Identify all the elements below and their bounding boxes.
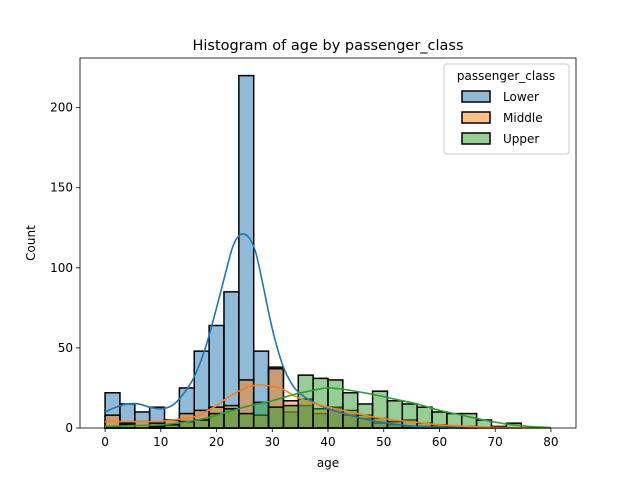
x-tick-label-30: 30 [265,435,280,449]
kde-line-lower [104,233,551,429]
y-tick-label-0: 0 [65,421,73,435]
x-tick-label-70: 70 [488,435,503,449]
bar-upper-bin-12 [282,404,300,429]
chart-title: Histogram of age by passenger_class [192,38,463,54]
legend-label-upper: Upper [503,132,539,146]
y-tick-label-50: 50 [58,341,73,355]
legend: passenger_class Lower Middle Upper [443,63,570,155]
bar-lower-bin-9 [238,74,255,429]
legend-swatch-lower [461,90,491,103]
y-tick-label-150: 150 [50,181,73,195]
y-axis-ticks: 0 50 100 150 200 [50,101,80,435]
legend-label-middle: Middle [503,111,543,125]
bar-upper-bin-10 [252,401,270,429]
bar-upper-bin-9 [238,412,255,429]
x-tick-label-60: 60 [432,435,447,449]
x-tick-label-0: 0 [101,435,109,449]
x-tick-label-50: 50 [376,435,391,449]
legend-label-lower: Lower [503,90,539,104]
bar-upper-bin-20 [401,403,418,429]
bar-upper-bin-4 [163,424,181,429]
legend-swatch-upper [461,132,491,145]
bar-upper-bin-15 [327,379,344,429]
kde-layer [104,233,551,429]
y-axis-label: Count [24,225,38,261]
legend-title: passenger_class [457,69,555,83]
x-axis-ticks: 0 10 20 30 40 50 60 70 80 [101,428,559,449]
y-tick-label-200: 200 [50,101,73,115]
x-tick-label-80: 80 [543,435,558,449]
bar-upper-bin-11 [267,406,285,429]
kde-line-middle [105,383,551,429]
x-tick-label-40: 40 [320,435,335,449]
kde-line-upper [105,387,551,429]
y-tick-label-100: 100 [50,261,73,275]
x-tick-label-10: 10 [153,435,168,449]
x-tick-label-20: 20 [209,435,224,449]
legend-frame [443,63,570,155]
bar-upper-bin-21 [416,406,433,429]
bar-upper-bin-6 [193,419,210,429]
x-axis-label: age [317,456,339,470]
legend-swatch-middle [461,111,491,124]
